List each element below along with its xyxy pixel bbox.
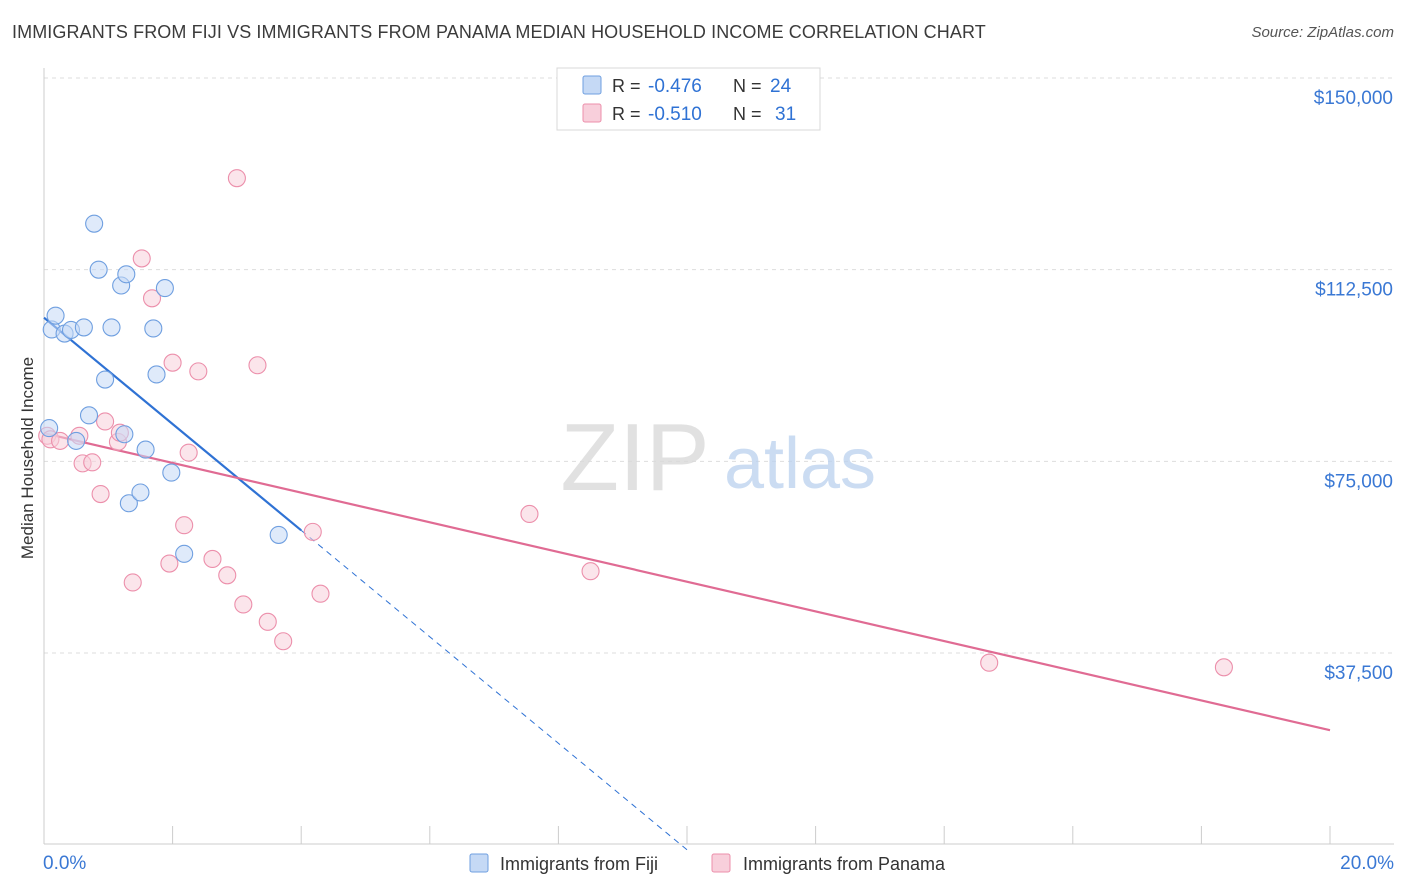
data-point-fiji-22 <box>175 544 194 563</box>
trend-line-fiji <box>43 316 302 532</box>
axes-layer <box>43 68 1394 845</box>
data-point-panama-15 <box>175 516 194 535</box>
legend-swatch-fiji <box>582 75 602 95</box>
trend-line-panama <box>43 432 1331 732</box>
legend-n-label-panama: N = <box>733 104 762 124</box>
y-tick-label-2: $112,500 <box>1315 280 1393 301</box>
top-legend: R = -0.476 N = 24 R = -0.510 N = 31 <box>556 67 821 131</box>
data-point-panama-24 <box>274 632 293 651</box>
data-point-panama-13 <box>160 554 179 573</box>
bottom-legend: Immigrants from Fiji Immigrants from Pan… <box>469 853 946 874</box>
data-point-panama-16 <box>179 443 198 462</box>
data-point-fiji-11 <box>102 318 121 337</box>
legend-n-value-fiji: 24 <box>770 76 792 97</box>
data-point-fiji-6 <box>74 318 93 337</box>
legend-r-value-fiji: -0.476 <box>648 76 702 97</box>
y-tick-label-3: $150,000 <box>1314 88 1393 109</box>
data-point-fiji-7 <box>79 406 99 425</box>
data-point-panama-23 <box>258 612 277 631</box>
data-point-fiji-16 <box>131 483 150 502</box>
data-point-fiji-13 <box>117 265 136 284</box>
data-point-panama-7 <box>96 412 115 431</box>
data-point-panama-10 <box>123 573 142 592</box>
data-point-fiji-17 <box>136 440 155 459</box>
data-point-panama-14 <box>163 353 182 372</box>
legend-n-label-fiji: N = <box>733 76 762 96</box>
data-point-panama-25 <box>303 522 322 541</box>
data-point-fiji-21 <box>162 463 181 482</box>
data-point-panama-6 <box>91 484 110 504</box>
data-point-fiji-18 <box>144 319 163 338</box>
y-tick-label-0: $37,500 <box>1324 663 1393 684</box>
bottom-legend-label-panama: Immigrants from Panama <box>743 854 946 874</box>
data-point-fiji-14 <box>115 425 134 444</box>
data-point-panama-21 <box>234 595 253 614</box>
data-points <box>38 169 1233 677</box>
data-point-fiji-19 <box>147 365 166 384</box>
data-point-fiji-9 <box>89 260 108 279</box>
trend-lines <box>43 316 1331 851</box>
data-point-panama-30 <box>1214 658 1233 677</box>
bottom-legend-swatch-fiji <box>469 853 489 873</box>
legend-r-value-panama: -0.510 <box>648 104 702 125</box>
data-point-fiji-10 <box>96 370 115 389</box>
legend-r-label-fiji: R = <box>612 76 641 96</box>
chart-title: IMMIGRANTS FROM FIJI VS IMMIGRANTS FROM … <box>12 22 986 42</box>
grid-layer <box>44 77 1394 654</box>
watermark-zip: ZIP <box>560 404 709 511</box>
data-point-panama-27 <box>520 504 539 524</box>
data-point-panama-5 <box>83 453 102 472</box>
data-point-panama-28 <box>581 562 600 581</box>
watermark: ZIP atlas <box>560 404 876 511</box>
y-axis-label: Median Household Income <box>18 357 37 559</box>
data-point-fiji-15 <box>119 494 138 513</box>
data-point-panama-29 <box>980 653 999 672</box>
data-point-panama-20 <box>227 169 246 188</box>
trend-line-extension-fiji <box>300 529 688 851</box>
x-tick-label-0: 0.0% <box>43 853 86 874</box>
data-point-panama-18 <box>203 549 222 569</box>
data-point-panama-17 <box>189 362 208 381</box>
data-point-fiji-8 <box>85 214 104 233</box>
data-point-panama-12 <box>142 289 162 308</box>
data-point-panama-22 <box>248 356 267 375</box>
data-point-fiji-2 <box>46 306 65 325</box>
bottom-legend-swatch-panama <box>711 853 731 873</box>
data-point-fiji-5 <box>67 431 86 450</box>
data-point-fiji-0 <box>40 419 59 438</box>
legend-r-label-panama: R = <box>612 104 641 124</box>
x-tick-label-1: 20.0% <box>1340 853 1394 874</box>
legend-n-value-panama: 31 <box>775 104 796 125</box>
bottom-legend-label-fiji: Immigrants from Fiji <box>500 854 658 874</box>
y-tick-label-1: $75,000 <box>1324 471 1393 492</box>
chart-source: Source: ZipAtlas.com <box>1251 24 1394 41</box>
data-point-fiji-20 <box>155 279 174 298</box>
data-point-fiji-23 <box>269 525 288 544</box>
watermark-atlas: atlas <box>724 424 876 504</box>
data-point-panama-19 <box>218 566 237 585</box>
data-point-panama-26 <box>311 584 330 603</box>
tick-labels: $37,500 $75,000 $112,500 $150,000 0.0% 20.0% <box>43 88 1394 874</box>
data-point-panama-11 <box>132 249 151 268</box>
legend-swatch-panama <box>582 103 602 123</box>
